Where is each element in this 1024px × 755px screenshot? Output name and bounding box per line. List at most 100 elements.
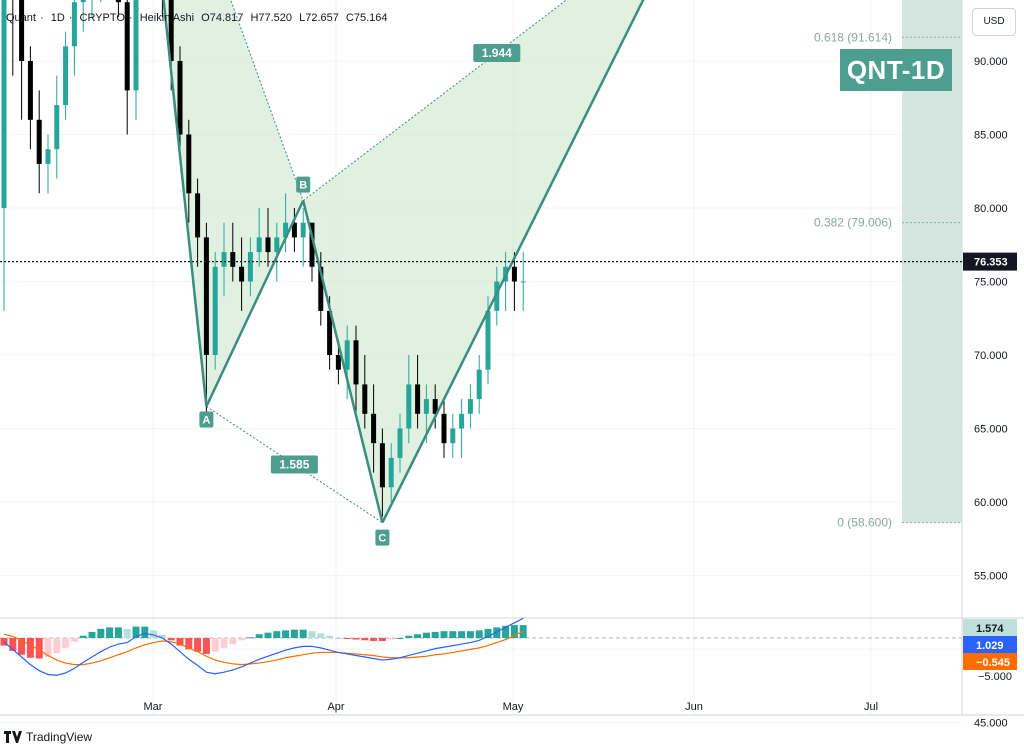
price-tick-label: 80.000 (974, 203, 1008, 215)
pattern-point-label: A (202, 414, 210, 426)
pattern-leg (381, 0, 645, 524)
pattern-point-label: C (378, 533, 386, 545)
macd-histogram-bar (431, 631, 439, 638)
macd-histogram-bar (114, 627, 122, 638)
candle-body (476, 369, 482, 400)
pattern-point-label: B (299, 180, 307, 192)
ratio-label: 1.944 (482, 46, 512, 60)
symbol-name: Quant (6, 12, 36, 24)
macd-histogram-bar (238, 638, 246, 641)
macd-histogram-bar (264, 632, 272, 638)
macd-histogram-bar (326, 635, 334, 638)
macd-histogram-bar (158, 634, 166, 638)
exchange: CRYPTO (79, 12, 125, 24)
candle-body (511, 266, 517, 282)
macd-line (3, 617, 524, 676)
macd-histogram-bar (141, 626, 149, 638)
macd-value-box (963, 619, 1017, 636)
fib-level-label: 0 (58.600) (837, 516, 892, 530)
macd-histogram-bar (150, 630, 158, 638)
last-price-box (963, 252, 1017, 271)
candle-body (467, 399, 473, 414)
macd-histogram-bar (352, 638, 360, 640)
candle-body (186, 134, 192, 194)
macd-histogram-bar (185, 638, 193, 650)
pattern-leg (162, 0, 208, 407)
macd-histogram-bar (9, 638, 17, 651)
macd-histogram-bar (273, 631, 281, 638)
candle-body (115, 0, 121, 3)
macd-histogram-bar (308, 631, 316, 638)
candle-body (450, 428, 456, 444)
macd-value-box (963, 636, 1017, 653)
candle-body (133, 0, 139, 91)
pattern-point-box (296, 176, 311, 193)
candle-body (406, 384, 412, 429)
ratio-label: 1.585 (279, 458, 309, 472)
candle-body (494, 281, 500, 311)
symbol-header[interactable]: Quant · 1D · CRYPTO · Heikin Ashi O74.817 H… (6, 12, 388, 24)
chart-style: Heikin Ashi (139, 12, 195, 24)
time-tick-label: Mar (144, 701, 163, 713)
macd-histogram-bar (493, 627, 501, 638)
macd-histogram-bar (88, 631, 96, 638)
macd-histogram-bar (370, 638, 378, 642)
candle-body (441, 413, 447, 444)
fib-level-label: 0.382 (79.006) (814, 216, 892, 230)
macd-histogram-bar (123, 628, 131, 638)
macd-histogram-bar (18, 638, 26, 655)
ohlc-close: C75.164 (345, 12, 388, 24)
price-tick-label: 55.000 (974, 571, 1008, 583)
macd-signal-value: −0.545 (976, 657, 1010, 669)
currency-button[interactable]: USD (972, 8, 1016, 36)
candle-body (318, 266, 324, 311)
pattern-point-box (199, 411, 214, 428)
pattern-point-box (375, 529, 390, 546)
ohlc-high: H77.520 (250, 12, 293, 24)
candle-body (423, 399, 429, 414)
candle-body (247, 252, 253, 282)
macd-histogram-bar (202, 638, 210, 654)
candle-body (283, 222, 289, 238)
macd-histogram-bar (290, 629, 298, 638)
macd-histogram-bar (396, 638, 404, 639)
ratio-label-box (473, 44, 521, 63)
candle-body (168, 0, 174, 61)
candle-body (520, 281, 526, 283)
time-tick-label: Jul (864, 701, 878, 713)
macd-histogram-bar (194, 638, 202, 652)
price-tick-label: 70.000 (974, 350, 1008, 362)
macd-histogram-bar (343, 638, 351, 639)
macd-histogram-bar (62, 638, 70, 648)
time-tick-label: Apr (327, 701, 344, 713)
branding[interactable]: TradingView (4, 730, 92, 744)
macd-histogram-bar (449, 631, 457, 638)
macd-histogram-bar (70, 638, 78, 642)
macd-histogram-bar (97, 628, 105, 638)
branding-text: TradingView (26, 730, 93, 744)
macd-histogram-bar (79, 635, 87, 638)
price-tick-label: 60.000 (974, 497, 1008, 509)
pattern-fill-xab (163, 0, 304, 407)
price-tick-label: 85.000 (974, 130, 1008, 142)
candle-body (177, 61, 183, 135)
candle-body (71, 2, 77, 47)
candle-body (485, 310, 491, 370)
macd-histogram-bar (510, 625, 518, 638)
macd-histogram-bar (334, 638, 342, 639)
macd-tick-label: −5.000 (978, 671, 1012, 683)
time-tick-label: Jun (685, 701, 703, 713)
candle-body (459, 413, 465, 429)
macd-histogram-bar (317, 633, 325, 638)
title-badge: QNT-1D (840, 49, 952, 91)
macd-histogram-bar (26, 638, 34, 658)
price-tick-label: 90.000 (974, 56, 1008, 68)
macd-histogram-bar (475, 630, 483, 638)
candle-body (265, 237, 271, 253)
macd-histogram-bar (405, 635, 413, 638)
candle-body (45, 149, 51, 164)
macd-histogram-bar (53, 638, 61, 654)
candle-body (80, 0, 86, 3)
macd-histogram-bar (44, 638, 52, 657)
